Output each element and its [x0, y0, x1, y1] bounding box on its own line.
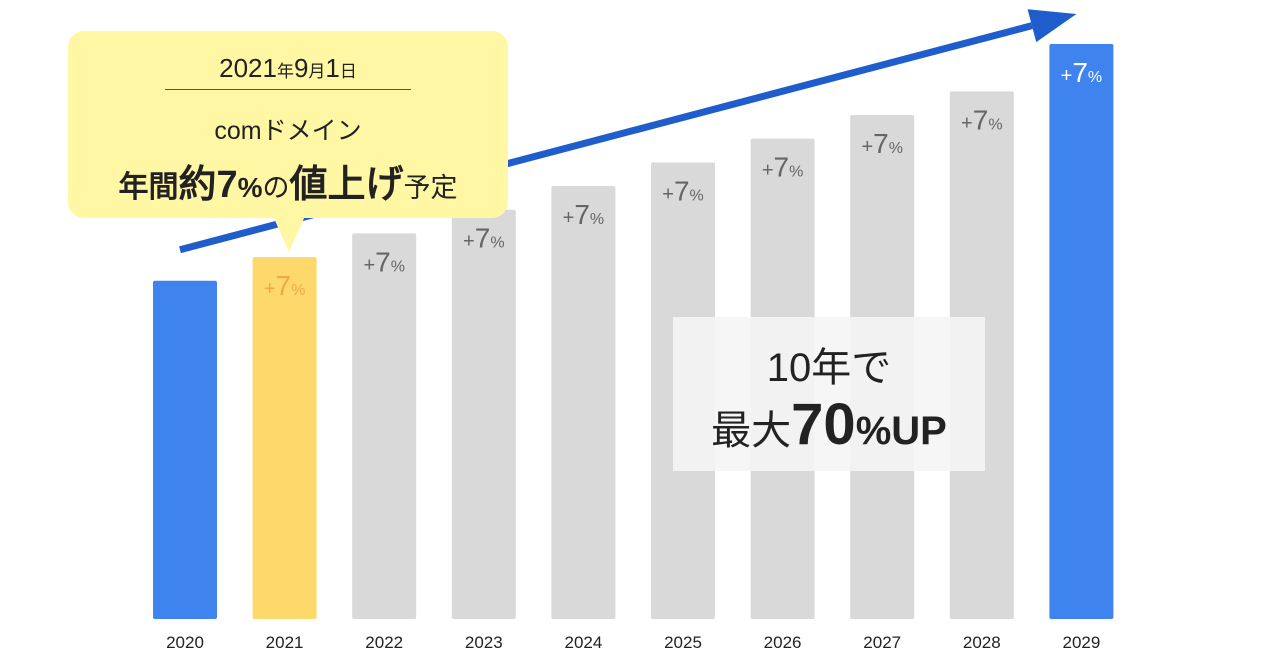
bar-2029	[1049, 43, 1114, 620]
data-label-2024: +7%	[563, 199, 605, 230]
summary-line-2: 最大70%UP	[711, 392, 947, 457]
data-label-2028: +7%	[961, 104, 1003, 135]
bar-2020	[153, 280, 217, 619]
bar-2024	[551, 186, 616, 619]
data-label-2025: +7%	[662, 175, 704, 206]
trend-arrow-head	[1027, 9, 1077, 43]
x-tick-label-2025: 2025	[664, 633, 702, 652]
data-label-2023: +7%	[463, 223, 505, 254]
data-label-2022: +7%	[363, 246, 405, 277]
callout-date: 2021年9月1日	[219, 53, 357, 83]
x-tick-label-2021: 2021	[266, 633, 304, 652]
x-tick-label-2020: 2020	[166, 633, 204, 652]
bar-2023	[451, 209, 516, 619]
data-label-2027: +7%	[861, 128, 903, 159]
bar-2022	[352, 233, 417, 620]
x-tick-label-2028: 2028	[963, 633, 1001, 652]
callout-divider	[165, 89, 411, 90]
bar-2021	[252, 257, 317, 619]
x-tick-label-2022: 2022	[365, 633, 403, 652]
announcement-callout: 2021年9月1日 comドメイン 年間約7%の値上げ予定	[68, 31, 508, 218]
x-tick-label-2027: 2027	[863, 633, 901, 652]
x-tick-label-2029: 2029	[1062, 633, 1100, 652]
summary-overlay: 10年で 最大70%UP	[673, 317, 985, 471]
callout-headline: 年間約7%の値上げ予定	[118, 164, 458, 206]
callout-domain-line: comドメイン	[214, 117, 362, 145]
x-tick-label-2026: 2026	[764, 633, 802, 652]
data-label-2026: +7%	[762, 152, 804, 183]
summary-line-1: 10年で	[766, 346, 892, 390]
callout-tail	[273, 216, 305, 252]
x-tick-label-2024: 2024	[564, 633, 602, 652]
data-label-2021: +7%	[264, 270, 306, 301]
data-label-2029: +7%	[1061, 57, 1103, 88]
x-tick-label-2023: 2023	[465, 633, 503, 652]
